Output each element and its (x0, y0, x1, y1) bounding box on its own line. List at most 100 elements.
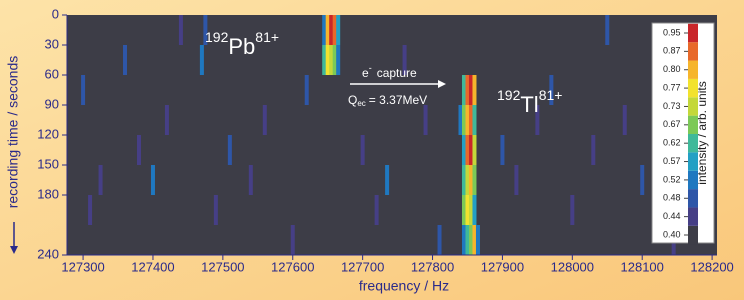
colorbar-tick-label: 0.73 (663, 101, 681, 111)
heatmap-cell (640, 165, 644, 195)
heatmap-cell (179, 15, 183, 45)
plot-area (67, 15, 717, 255)
colorbar-level (688, 42, 698, 60)
x-tick-label: 127500 (201, 259, 244, 274)
heatmap-cell (305, 75, 309, 105)
heatmap-cell (458, 105, 462, 135)
heatmap-cell (469, 195, 473, 225)
x-tick-label: 127800 (411, 259, 454, 274)
colorbar-level (688, 116, 698, 134)
heatmap-cell (472, 135, 476, 165)
colorbar-level (688, 61, 698, 79)
heatmap-cell (462, 105, 466, 135)
heatmap-cell (123, 45, 127, 75)
heatmap-cell (249, 165, 253, 195)
x-tick-label: 128100 (621, 259, 664, 274)
heatmap-cell (462, 75, 466, 105)
y-axis-label: recording time / seconds (5, 56, 21, 209)
heatmap-cell (514, 165, 518, 195)
heatmap-cell (228, 135, 232, 165)
x-tick-label: 128200 (690, 259, 733, 274)
heatmap-cell (291, 225, 295, 255)
plot-background (67, 15, 717, 255)
heatmap-cell (462, 195, 466, 225)
colorbar-tick-label: 0.52 (663, 174, 681, 184)
heatmap-cell (214, 195, 218, 225)
heatmap-cell (375, 195, 379, 225)
y-tick-label: 120 (37, 126, 59, 141)
heatmap-cell (469, 225, 473, 255)
y-tick-label: 90 (45, 96, 59, 111)
heatmap-cell (333, 45, 337, 75)
colorbar-tick-label: 0.80 (663, 64, 681, 74)
colorbar-tick-label: 0.62 (663, 138, 681, 148)
heatmap-cell (336, 45, 340, 75)
colorbar-level (688, 97, 698, 115)
heatmap-cell (500, 135, 504, 165)
heatmap-cell (469, 165, 473, 195)
heatmap-cell (472, 165, 476, 195)
heatmap-cell (472, 225, 476, 255)
colorbar-tick-label: 0.77 (663, 82, 681, 92)
heatmap-cell (469, 135, 473, 165)
y-tick-label: 150 (37, 156, 59, 171)
y-tick-label: 60 (45, 66, 59, 81)
heatmap-cell (465, 225, 469, 255)
heatmap-cell (465, 105, 469, 135)
heatmap-cell (322, 15, 326, 45)
colorbar-level (688, 152, 698, 170)
heatmap-cell (151, 165, 155, 195)
chart: frequency / Hz recording time / seconds … (0, 0, 744, 300)
heatmap-cell (465, 135, 469, 165)
heatmap-cell (326, 45, 330, 75)
y-tick-label: 30 (45, 36, 59, 51)
colorbar-tick-label: 0.57 (663, 156, 681, 166)
heatmap-cell (472, 105, 476, 135)
heatmap-cell (469, 105, 473, 135)
colorbar-tick-label: 0.44 (663, 211, 681, 221)
y-tick-label: 240 (37, 246, 59, 261)
x-tick-label: 128000 (551, 259, 594, 274)
colorbar-level (688, 24, 698, 42)
y-tick-label: 180 (37, 186, 59, 201)
heatmap-cell (322, 45, 326, 75)
heatmap-cell (462, 225, 466, 255)
heatmap-cell (623, 105, 627, 135)
x-tick-label: 127900 (481, 259, 524, 274)
x-axis-label: frequency / Hz (359, 278, 449, 294)
y-tick-label: 0 (52, 6, 59, 21)
colorbar-tick-label: 0.48 (663, 193, 681, 203)
heatmap-cell (469, 75, 473, 105)
x-tick-label: 127300 (61, 259, 104, 274)
colorbar-level (688, 207, 698, 225)
x-tick-label: 127400 (131, 259, 174, 274)
heatmap-cell (465, 195, 469, 225)
heatmap-cell (336, 15, 340, 45)
heatmap-cell (81, 75, 85, 105)
heatmap-cell (329, 45, 333, 75)
colorbar-tick-label: 0.87 (663, 46, 681, 56)
heatmap-cell (333, 15, 337, 45)
colorbar-tick-label: 0.40 (663, 229, 681, 239)
heatmap-cell (99, 165, 103, 195)
colorbar-level (688, 134, 698, 152)
colorbar-level (688, 226, 698, 244)
heatmap-cell (88, 195, 92, 225)
heatmap-cell (329, 15, 333, 45)
heatmap-cell (465, 75, 469, 105)
heatmap-cell (165, 105, 169, 135)
heatmap-cell (465, 165, 469, 195)
heatmap-cell (462, 135, 466, 165)
heatmap-cell (137, 135, 141, 165)
colorbar-level (688, 79, 698, 97)
x-tick-label: 127600 (271, 259, 314, 274)
heatmap-cell (472, 75, 476, 105)
heatmap-cell (570, 195, 574, 225)
colorbar-level (688, 189, 698, 207)
heatmap-cell (462, 165, 466, 195)
heatmap-cell (385, 165, 389, 195)
colorbar-level (688, 171, 698, 189)
colorbar-tick-label: 0.95 (663, 27, 681, 37)
colorbar-tick-label: 0.67 (663, 119, 681, 129)
heatmap-cell (361, 135, 365, 165)
